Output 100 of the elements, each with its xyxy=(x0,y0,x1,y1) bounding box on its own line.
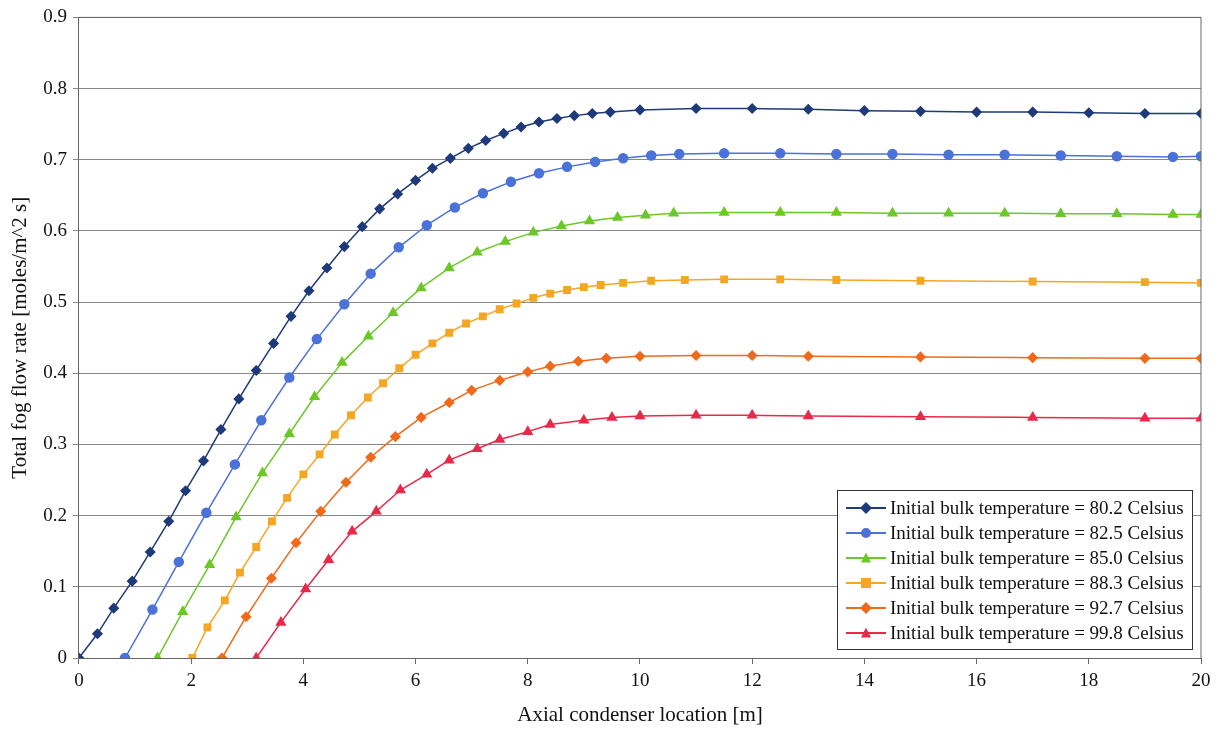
point xyxy=(831,206,842,216)
point xyxy=(395,364,404,373)
legend-label: Initial bulk temperature = 92.7 Celsius xyxy=(890,596,1184,620)
point xyxy=(472,246,483,256)
point xyxy=(747,409,758,419)
y-tick-label: 0 xyxy=(57,645,67,667)
point xyxy=(1083,107,1095,119)
y-tick-label: 0.6 xyxy=(43,218,67,240)
point xyxy=(266,573,277,584)
point xyxy=(303,285,315,296)
point xyxy=(505,176,517,188)
point xyxy=(1167,151,1179,163)
point xyxy=(619,278,628,287)
y-tick-label: 0.3 xyxy=(43,432,67,454)
point xyxy=(971,106,982,118)
point xyxy=(321,262,333,274)
y-tick-label: 0.5 xyxy=(43,290,67,312)
point xyxy=(268,338,279,349)
point xyxy=(268,517,276,526)
point xyxy=(92,628,103,640)
point xyxy=(283,493,292,502)
point xyxy=(719,206,730,216)
point xyxy=(309,391,320,401)
point xyxy=(144,546,156,558)
point xyxy=(411,350,420,359)
point xyxy=(915,106,926,117)
point xyxy=(147,604,158,615)
point xyxy=(388,307,399,317)
point xyxy=(587,108,598,119)
point xyxy=(529,293,538,302)
point xyxy=(645,150,657,161)
point xyxy=(533,116,545,128)
point xyxy=(311,333,323,345)
x-tick-label: 16 xyxy=(967,669,987,691)
point xyxy=(284,372,295,383)
point xyxy=(421,468,432,478)
point xyxy=(443,397,455,408)
x-axis-title: Axial condenser location [m] xyxy=(517,701,763,726)
point xyxy=(363,330,374,340)
point xyxy=(477,187,489,199)
point xyxy=(522,366,534,378)
point xyxy=(859,105,870,116)
point xyxy=(315,506,326,517)
point xyxy=(390,431,401,442)
point xyxy=(915,351,926,363)
legend-label: Initial bulk temperature = 88.3 Celsius xyxy=(890,571,1184,595)
point xyxy=(887,207,898,217)
point xyxy=(198,455,209,467)
point xyxy=(545,418,556,428)
y-tick-label: 0.7 xyxy=(43,147,67,169)
point xyxy=(379,379,387,388)
point xyxy=(127,575,138,587)
point xyxy=(999,149,1010,161)
x-tick-label: 6 xyxy=(410,669,421,691)
y-axis-title: Total fog flow rate [moles/m^2 s] xyxy=(7,196,32,479)
point xyxy=(395,484,406,494)
point xyxy=(573,355,584,367)
point xyxy=(1055,208,1066,218)
point xyxy=(494,433,505,443)
point xyxy=(916,276,925,285)
point xyxy=(416,282,427,292)
point xyxy=(365,268,376,279)
point xyxy=(634,350,646,362)
point xyxy=(392,188,403,200)
point xyxy=(546,289,555,298)
point xyxy=(252,543,261,551)
point xyxy=(339,299,350,310)
point xyxy=(220,596,229,605)
point xyxy=(315,450,324,459)
point xyxy=(444,454,455,464)
point xyxy=(340,476,352,488)
point xyxy=(640,209,651,219)
point xyxy=(1111,208,1122,218)
point xyxy=(1055,150,1066,161)
point xyxy=(410,175,421,186)
point xyxy=(746,350,758,361)
point xyxy=(108,602,119,614)
point xyxy=(275,616,286,626)
point xyxy=(606,411,617,421)
point xyxy=(494,375,505,386)
point xyxy=(668,207,679,217)
point xyxy=(299,470,308,479)
point xyxy=(1139,353,1151,364)
point xyxy=(445,153,456,164)
point xyxy=(393,242,404,253)
point xyxy=(445,328,454,337)
point xyxy=(463,143,474,154)
point xyxy=(584,215,595,225)
point xyxy=(230,511,242,521)
point xyxy=(774,148,786,159)
point xyxy=(569,110,580,121)
point xyxy=(1027,106,1038,118)
point xyxy=(357,221,368,232)
point xyxy=(336,356,348,366)
point xyxy=(803,350,814,362)
point xyxy=(300,583,311,593)
point xyxy=(347,525,358,535)
point xyxy=(347,411,355,420)
point xyxy=(240,611,252,622)
point xyxy=(363,393,372,402)
